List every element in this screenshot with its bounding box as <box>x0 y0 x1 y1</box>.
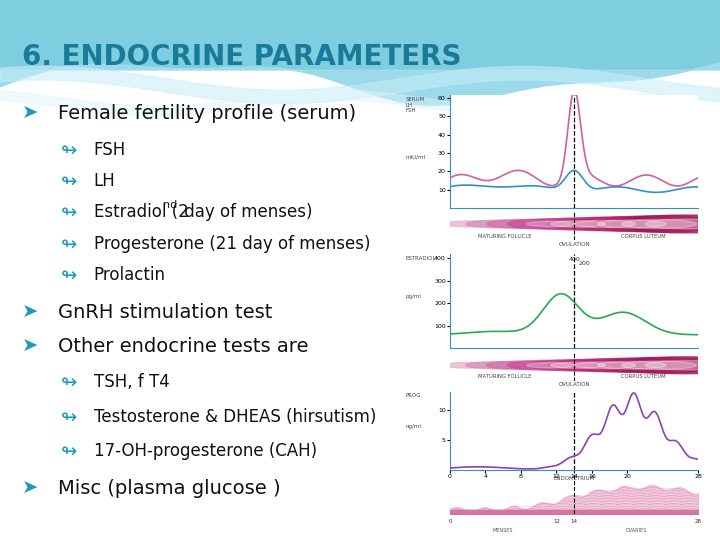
Circle shape <box>466 362 528 369</box>
Text: ↬: ↬ <box>61 171 78 191</box>
Circle shape <box>598 220 666 228</box>
Text: 14: 14 <box>571 519 577 524</box>
Circle shape <box>575 220 636 228</box>
Circle shape <box>549 359 661 372</box>
Text: ENDOMETRIUM: ENDOMETRIUM <box>554 476 595 481</box>
Text: Progesterone (21 day of menses): Progesterone (21 day of menses) <box>94 235 370 253</box>
Circle shape <box>645 219 720 229</box>
Circle shape <box>611 215 720 233</box>
Bar <box>0 0 720 70</box>
Circle shape <box>570 358 694 372</box>
Text: ng/ml: ng/ml <box>405 424 421 429</box>
Text: ➤: ➤ <box>22 479 38 498</box>
Circle shape <box>590 357 720 373</box>
Text: OVULATION: OVULATION <box>559 382 590 387</box>
Text: 0: 0 <box>449 519 451 524</box>
Circle shape <box>570 217 694 231</box>
Text: ↬: ↬ <box>61 373 78 392</box>
Circle shape <box>508 219 595 229</box>
Text: CORPUS LUTEUM: CORPUS LUTEUM <box>621 234 666 239</box>
Circle shape <box>551 221 606 227</box>
Text: ➤: ➤ <box>22 337 38 356</box>
Text: PROG: PROG <box>405 393 420 398</box>
Circle shape <box>645 361 720 370</box>
Text: 17-OH-progesterone (CAH): 17-OH-progesterone (CAH) <box>94 442 317 460</box>
Text: Estradiol (2: Estradiol (2 <box>94 203 189 221</box>
Text: OVULATION: OVULATION <box>559 242 590 247</box>
Text: 6. ENDOCRINE PARAMETERS: 6. ENDOCRINE PARAMETERS <box>22 43 461 71</box>
Text: ↬: ↬ <box>61 407 78 427</box>
Circle shape <box>528 360 628 371</box>
Text: 28: 28 <box>695 519 702 524</box>
Text: FSH: FSH <box>94 141 126 159</box>
Circle shape <box>575 362 636 369</box>
Circle shape <box>445 221 495 227</box>
Text: GnRH stimulation test: GnRH stimulation test <box>58 302 272 322</box>
Text: ↬: ↬ <box>61 234 78 254</box>
Text: MATURING FOLLICLE: MATURING FOLLICLE <box>478 374 531 379</box>
Text: ➤: ➤ <box>22 302 38 322</box>
Text: Misc (plasma glucose ): Misc (plasma glucose ) <box>58 479 280 498</box>
Text: 400: 400 <box>568 256 580 262</box>
Text: ↬: ↬ <box>61 441 78 461</box>
Text: ESTRADIOL: ESTRADIOL <box>405 255 436 261</box>
Text: Prolactin: Prolactin <box>94 266 166 285</box>
Circle shape <box>590 216 720 232</box>
Text: day of menses): day of menses) <box>179 203 312 221</box>
Text: ➤: ➤ <box>22 104 38 123</box>
Text: nd: nd <box>163 200 178 210</box>
Text: Other endocrine tests are: Other endocrine tests are <box>58 337 308 356</box>
Text: Testosterone & DHEAS (hirsutism): Testosterone & DHEAS (hirsutism) <box>94 408 376 426</box>
Circle shape <box>528 218 628 230</box>
Circle shape <box>508 360 595 370</box>
Text: mIU/ml: mIU/ml <box>405 154 426 159</box>
Text: MATURING FOLLICLE: MATURING FOLLICLE <box>478 234 531 239</box>
Circle shape <box>466 220 528 228</box>
Text: ↬: ↬ <box>61 202 78 222</box>
Circle shape <box>621 361 696 369</box>
Text: pg/ml: pg/ml <box>405 294 421 299</box>
Text: MENSES: MENSES <box>493 528 513 534</box>
Text: ↬: ↬ <box>61 266 78 285</box>
Text: SERUM
LH
FSH: SERUM LH FSH <box>405 97 425 113</box>
Text: Female fertility profile (serum): Female fertility profile (serum) <box>58 104 356 123</box>
Circle shape <box>527 362 575 368</box>
Circle shape <box>527 221 575 227</box>
Text: OVARIES: OVARIES <box>626 528 647 534</box>
Circle shape <box>598 361 666 369</box>
Circle shape <box>611 357 720 374</box>
Text: CORPUS LUTEUM: CORPUS LUTEUM <box>621 374 666 379</box>
Circle shape <box>621 219 696 228</box>
Text: 200: 200 <box>579 261 590 266</box>
Circle shape <box>487 361 561 369</box>
Circle shape <box>487 219 561 228</box>
Text: TSH, f T4: TSH, f T4 <box>94 373 169 392</box>
Text: LH: LH <box>94 172 115 190</box>
Circle shape <box>549 217 661 231</box>
Text: ↬: ↬ <box>61 140 78 160</box>
Circle shape <box>551 362 606 368</box>
Text: 12: 12 <box>553 519 560 524</box>
Circle shape <box>445 362 495 368</box>
